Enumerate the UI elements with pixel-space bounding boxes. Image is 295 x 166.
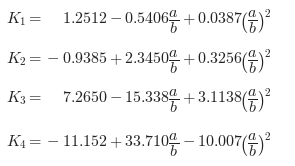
Text: $K_4 = -11.152 + 33.710\dfrac{a}{b} - 10.007\!\left(\dfrac{a}{b}\right)^{\!2}$: $K_4 = -11.152 + 33.710\dfrac{a}{b} - 10… (6, 130, 272, 159)
Text: $K_3 = \quad\; 7.2650 - 15.338\dfrac{a}{b} + 3.1138\!\left(\dfrac{a}{b}\right)^{: $K_3 = \quad\; 7.2650 - 15.338\dfrac{a}{… (6, 87, 272, 116)
Text: $K_1 = \quad\; 1.2512 - 0.5406\dfrac{a}{b} + 0.0387\!\left(\dfrac{a}{b}\right)^{: $K_1 = \quad\; 1.2512 - 0.5406\dfrac{a}{… (6, 7, 272, 36)
Text: $K_2 = -0.9385 + 2.3450\dfrac{a}{b} + 0.3256\!\left(\dfrac{a}{b}\right)^{\!2}$: $K_2 = -0.9385 + 2.3450\dfrac{a}{b} + 0.… (6, 47, 272, 76)
